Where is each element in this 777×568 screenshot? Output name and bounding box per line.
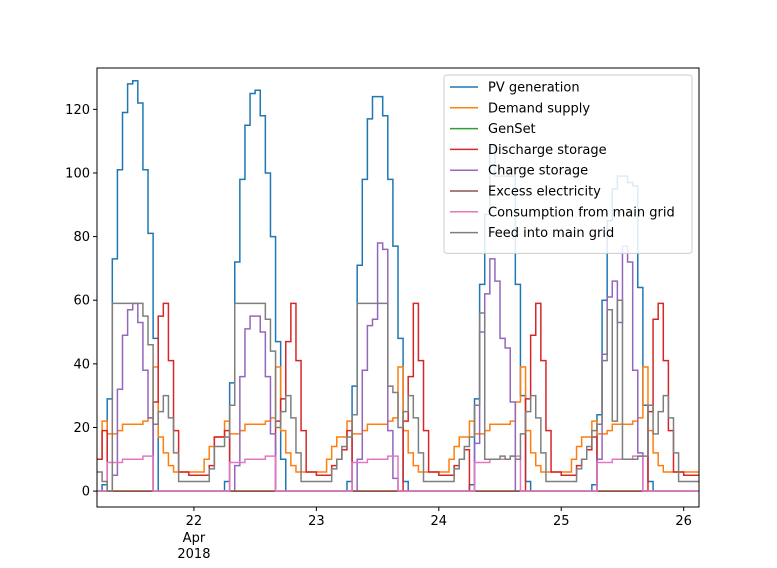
x-tick-label: 25 [553,514,570,529]
legend-label: GenSet [488,122,536,137]
x-tick-sublabel: Apr [183,531,206,546]
y-tick-label: 20 [73,421,90,436]
plot-frame [96,67,700,508]
x-tick-label: 22 [186,514,203,529]
series-line-1 [97,366,699,473]
legend-box [443,74,693,254]
legend: PV generation Demand supply GenSet Discharg… [443,74,693,254]
legend-label: Charge storage [488,164,588,179]
legend-label: Consumption from main grid [488,205,675,220]
y-tick-label: 0 [82,485,90,500]
y-tick-label: 100 [65,166,90,181]
x-tick-label: 23 [308,514,325,529]
series-line-7 [97,299,699,492]
y-tick-label: 40 [73,357,90,372]
legend-label: Demand supply [488,101,590,116]
x-tick-label: 26 [675,514,692,529]
plot-lines [97,79,699,492]
y-tick-label: 60 [73,294,90,309]
x-tick-label: 24 [431,514,448,529]
legend-label: Discharge storage [488,143,607,158]
series-line-6 [97,455,699,492]
y-tick-label: 120 [65,103,90,118]
y-tick-label: 80 [73,230,90,245]
x-tick-sublabel: 2018 [177,547,210,562]
y-axis: 0 20 40 60 80 100 120 [65,103,97,500]
legend-label: Excess electricity [488,185,601,200]
legend-label: PV generation [488,81,580,96]
legend-label: Feed into main grid [488,226,614,241]
